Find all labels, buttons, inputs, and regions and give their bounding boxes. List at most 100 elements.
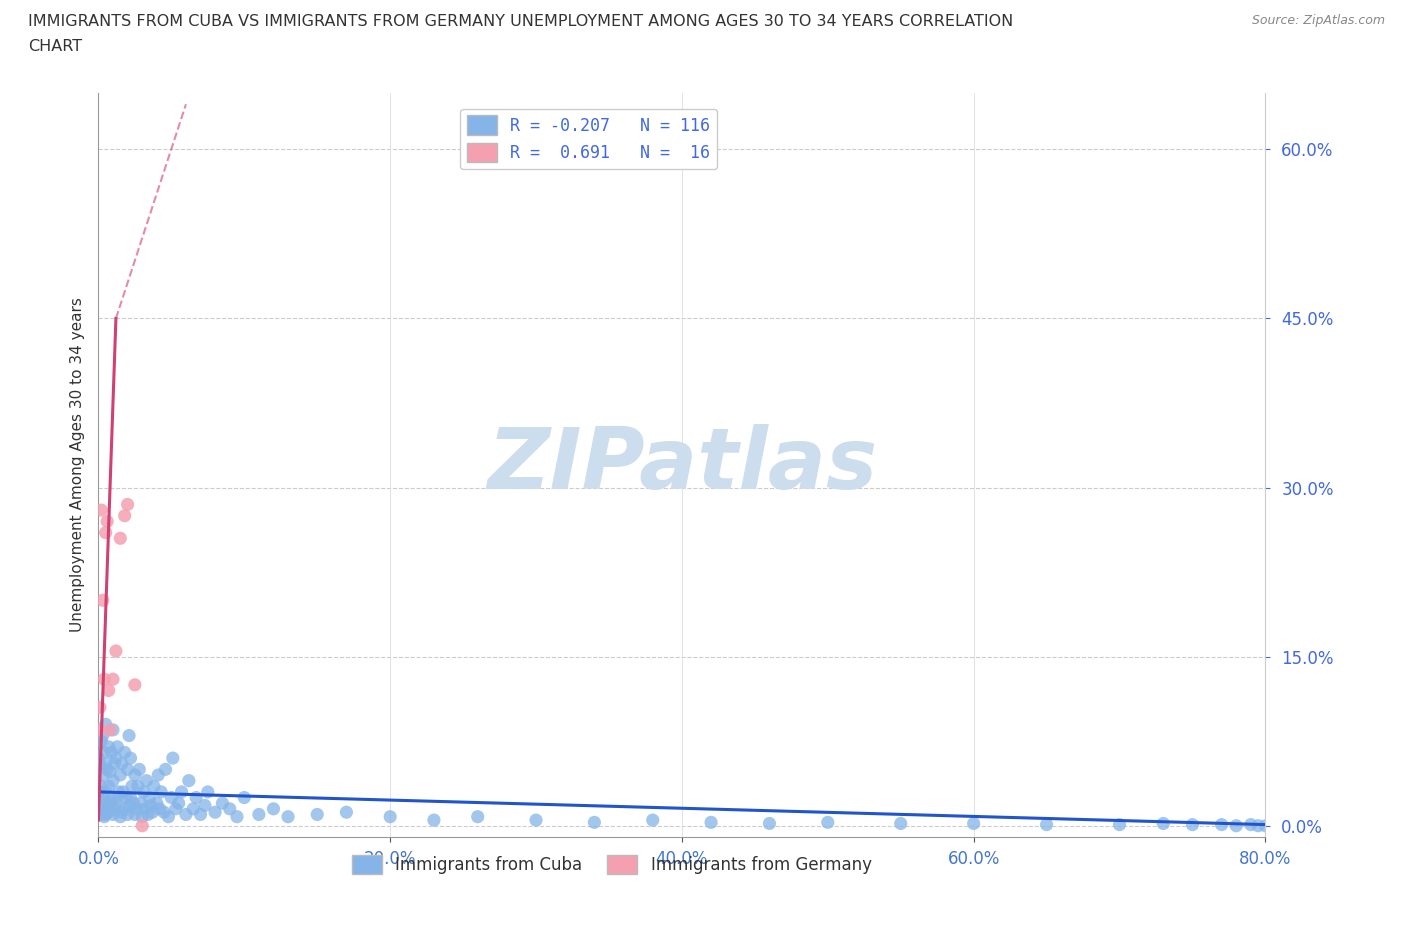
Point <box>186 790 208 805</box>
Point <box>307 807 329 822</box>
Point <box>138 790 160 805</box>
Point <box>96 514 118 529</box>
Point <box>94 785 117 800</box>
Point <box>226 809 249 824</box>
Point <box>153 804 176 819</box>
Point <box>94 717 117 732</box>
Point <box>135 773 157 788</box>
Point <box>335 804 357 819</box>
Legend: Immigrants from Cuba, Immigrants from Germany: Immigrants from Cuba, Immigrants from Ge… <box>346 848 879 881</box>
Point <box>94 807 117 822</box>
Point <box>1225 818 1247 833</box>
Point <box>758 816 780 830</box>
Point <box>98 723 121 737</box>
Point <box>90 734 112 749</box>
Point <box>134 802 156 817</box>
Point <box>94 756 117 771</box>
Point <box>181 802 204 817</box>
Point <box>98 764 121 779</box>
Point <box>100 745 122 760</box>
Point <box>97 683 120 698</box>
Point <box>105 790 128 805</box>
Point <box>1035 817 1057 832</box>
Point <box>146 796 169 811</box>
Point <box>1247 818 1270 833</box>
Point <box>149 802 172 817</box>
Point <box>114 509 136 524</box>
Point <box>94 525 117 540</box>
Point <box>700 815 723 830</box>
Text: Source: ZipAtlas.com: Source: ZipAtlas.com <box>1251 14 1385 27</box>
Point <box>125 802 148 817</box>
Point <box>132 785 155 800</box>
Point <box>162 751 184 765</box>
Point <box>524 813 547 828</box>
Point <box>157 809 180 824</box>
Point <box>89 700 111 715</box>
Point <box>218 802 240 817</box>
Point <box>108 785 131 800</box>
Point <box>110 767 132 782</box>
Point <box>142 778 165 793</box>
Point <box>110 531 132 546</box>
Point <box>89 796 111 811</box>
Point <box>174 807 197 822</box>
Point <box>124 677 146 692</box>
Point <box>233 790 256 805</box>
Point <box>118 798 141 813</box>
Point <box>1211 817 1233 832</box>
Point <box>211 796 233 811</box>
Point <box>160 790 183 805</box>
Point <box>1254 818 1277 833</box>
Point <box>121 778 143 793</box>
Point <box>141 804 163 819</box>
Point <box>110 809 132 824</box>
Point <box>1181 817 1204 832</box>
Point <box>93 671 115 686</box>
Point <box>155 762 177 777</box>
Point <box>87 723 110 737</box>
Point <box>170 785 193 800</box>
Point <box>1108 817 1130 832</box>
Point <box>583 815 606 830</box>
Point <box>112 785 135 800</box>
Point <box>128 762 150 777</box>
Point <box>90 502 112 517</box>
Point <box>104 796 127 811</box>
Point <box>131 809 153 824</box>
Point <box>139 798 162 813</box>
Point <box>197 785 219 800</box>
Point <box>98 798 121 813</box>
Point <box>817 815 839 830</box>
Point <box>962 816 984 830</box>
Point <box>93 809 115 824</box>
Point <box>204 804 226 819</box>
Point <box>115 790 138 805</box>
Point <box>93 790 115 805</box>
Point <box>165 802 187 817</box>
Y-axis label: Unemployment Among Ages 30 to 34 years: Unemployment Among Ages 30 to 34 years <box>69 298 84 632</box>
Point <box>104 751 127 765</box>
Point <box>90 807 112 822</box>
Point <box>104 644 127 658</box>
Point <box>97 739 120 754</box>
Point <box>101 773 124 788</box>
Point <box>890 816 912 830</box>
Point <box>120 790 142 805</box>
Point <box>105 739 128 754</box>
Point <box>89 756 111 771</box>
Point <box>87 751 110 765</box>
Point <box>124 767 146 782</box>
Point <box>117 807 139 822</box>
Point <box>380 809 402 824</box>
Point <box>91 592 114 607</box>
Point <box>127 778 149 793</box>
Point <box>1240 817 1263 832</box>
Point <box>1152 816 1174 830</box>
Point <box>90 778 112 793</box>
Point <box>87 785 110 800</box>
Point <box>262 802 284 817</box>
Point <box>91 728 114 743</box>
Point <box>150 785 173 800</box>
Point <box>423 813 446 828</box>
